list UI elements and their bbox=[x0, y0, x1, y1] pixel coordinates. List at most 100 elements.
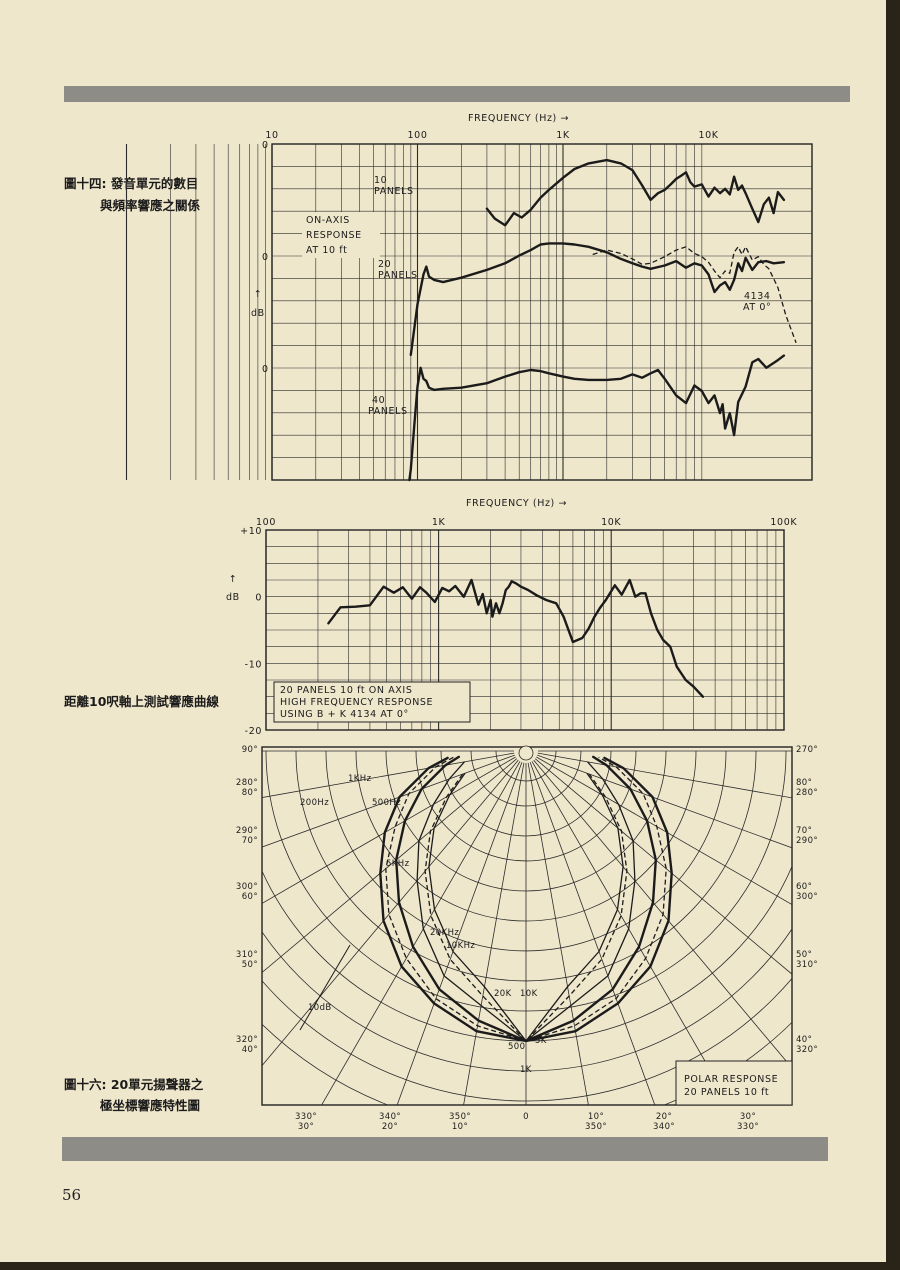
chart1-y-arrow: ↑ bbox=[254, 289, 263, 300]
polar-spoke bbox=[321, 761, 521, 1105]
polar-left-label-5-0: 320° bbox=[236, 1035, 258, 1045]
chart2-y-axis-title: dB bbox=[226, 592, 240, 603]
polar-bottom-label-1-1: 20° bbox=[382, 1122, 398, 1132]
chart2-legend-line3: USING B + K 4134 AT 0° bbox=[280, 709, 409, 720]
polar-left-label-4-1: 50° bbox=[242, 960, 258, 970]
polar-left-label-5-1: 40° bbox=[242, 1045, 258, 1055]
chart1-x-tick-10: 10 bbox=[265, 130, 278, 141]
chart3-left-angle-labels: 90° 280°80° 290°70° 300°60° 310°50° 320°40° bbox=[236, 745, 258, 1055]
chart2-legend-line1: 20 PANELS 10 ft ON AXIS bbox=[280, 685, 412, 696]
chart2-y-tick-labels: +10 0 -10 -20 bbox=[240, 526, 262, 737]
chart2-x-tick-10K: 10K bbox=[601, 517, 621, 528]
chart1-annotation-line2: RESPONSE bbox=[306, 230, 362, 241]
polar-bottom-label-4-0: 10° bbox=[588, 1112, 604, 1122]
chart3-right-angle-labels: 270° 80°280° 70°290° 60°300° 50°310° 40°320° bbox=[796, 745, 818, 1055]
chart3-legend-line1: POLAR RESPONSE bbox=[684, 1074, 778, 1085]
chart3-legend-line2: 20 PANELS 10 ft bbox=[684, 1087, 769, 1098]
series-label-40-panels-word: PANELS bbox=[368, 406, 408, 417]
chart2-x-tick-100: 100 bbox=[256, 517, 276, 528]
chart3-series bbox=[379, 755, 673, 1043]
polar-bottom-label-0-1: 30° bbox=[298, 1122, 314, 1132]
series-label-20-panels-word: PANELS bbox=[378, 270, 418, 281]
polar-right-label-3-0: 60° bbox=[796, 882, 812, 892]
polar-curve-label-500: 500 bbox=[508, 1042, 525, 1052]
chart1-series-line-10panels bbox=[485, 158, 786, 227]
chart1-x-tick-100: 100 bbox=[408, 130, 428, 141]
chart1-series-labels: 10 PANELS 20 PANELS 4134 AT 0° 40 PANELS bbox=[368, 175, 771, 417]
polar-spoke bbox=[396, 762, 523, 1105]
polar-series-20khz bbox=[428, 772, 624, 1042]
polar-right-label-1-1: 280° bbox=[796, 788, 818, 798]
polar-right-label-2-1: 290° bbox=[796, 836, 818, 846]
polar-bottom-label-6-1: 330° bbox=[737, 1122, 759, 1132]
polar-bottom-label-5-0: 20° bbox=[656, 1112, 672, 1122]
polar-left-label-1-0: 280° bbox=[236, 778, 258, 788]
chart2-series-line bbox=[327, 578, 705, 698]
polar-left-label-2-0: 290° bbox=[236, 826, 258, 836]
polar-bottom-label-5-1: 340° bbox=[653, 1122, 675, 1132]
polar-curve-label-10khz: 10KHz bbox=[446, 941, 475, 951]
polar-curve-label-20k: 20K bbox=[494, 989, 512, 999]
series-label-4134-num: 4134 bbox=[744, 291, 771, 302]
chart2-y-tick-0: 0 bbox=[255, 593, 262, 604]
polar-bottom-label-1-0: 340° bbox=[379, 1112, 401, 1122]
polar-left-label-3-1: 60° bbox=[242, 892, 258, 902]
polar-spoke bbox=[529, 762, 656, 1105]
chart1-annotation-line1: ON-AXIS bbox=[306, 215, 350, 226]
page-paper bbox=[0, 0, 886, 1262]
polar-curve-label-1k: 1K bbox=[520, 1065, 532, 1075]
polar-left-label-1-1: 80° bbox=[242, 788, 258, 798]
chart1-y-axis-title: dB bbox=[251, 308, 265, 319]
polar-bottom-label-2-1: 10° bbox=[452, 1122, 468, 1132]
chart1-annotation-bg bbox=[302, 212, 380, 258]
series-label-4134-angle: AT 0° bbox=[743, 302, 771, 313]
polar-right-label-5-1: 320° bbox=[796, 1045, 818, 1055]
figure16-caption-line1: 圖十六: 20單元揚聲器之 bbox=[64, 1077, 204, 1092]
chart1-zero-label-0: 0 bbox=[262, 140, 269, 151]
polar-spoke bbox=[533, 759, 792, 1069]
chart1-x-tick-1K: 1K bbox=[556, 130, 570, 141]
polar-right-label-4-0: 50° bbox=[796, 950, 812, 960]
polar-response-chart: 90°280°80°290°70°300°60°310°50°320°40° 2… bbox=[236, 745, 818, 1132]
high-frequency-response-chart: FREQUENCY (Hz) → 100 1K 10K 100K +10 0 -10 -20… bbox=[226, 498, 797, 737]
polar-bottom-label-2-0: 350° bbox=[449, 1112, 471, 1122]
polar-spoke bbox=[531, 761, 731, 1105]
chart3-curve-labels: 1KHz 200Hz 500Hz 5KHz 20KHz 10KHz 20K 10K 5K 500 1… bbox=[300, 774, 547, 1075]
polar-series-lines bbox=[379, 755, 673, 1043]
chart2-frame bbox=[265, 529, 785, 731]
polar-spoke bbox=[262, 756, 516, 904]
chart2-x-axis-title: FREQUENCY (Hz) → bbox=[466, 498, 567, 509]
polar-curve-label-500hz: 500Hz bbox=[372, 798, 401, 808]
polar-spoke bbox=[262, 758, 518, 974]
chart3-legend: POLAR RESPONSE 20 PANELS 10 ft bbox=[675, 1060, 793, 1106]
chart2-y-tick-plus10: +10 bbox=[240, 526, 262, 537]
chart1-x-tick-10K: 10K bbox=[698, 130, 718, 141]
figure14-caption-line2: 與頻率響應之關係 bbox=[100, 198, 201, 213]
polar-curve-label-200hz: 200Hz bbox=[300, 798, 329, 808]
chart1-zero-labels: 0 0 0 bbox=[262, 140, 269, 375]
polar-left-label-0-0: 90° bbox=[242, 745, 258, 755]
chart1-zero-label-2: 0 bbox=[262, 364, 269, 375]
series-label-20-panels-num: 20 bbox=[378, 259, 391, 270]
polar-curve-label-5khz: 5KHz bbox=[386, 859, 410, 869]
chart1-series-line-40panels bbox=[408, 354, 786, 482]
chart2-x-tick-labels: 100 1K 10K 100K bbox=[256, 517, 797, 528]
polar-spoke bbox=[262, 759, 519, 1067]
polar-curve-label-1khz: 1KHz bbox=[348, 774, 372, 784]
frequency-response-panels-chart: FREQUENCY (Hz) → 10 100 1K 10K 0 0 0 ↑ dB ON-… bbox=[125, 113, 813, 482]
polar-bottom-label-0-0: 330° bbox=[295, 1112, 317, 1122]
chart2-legend: 20 PANELS 10 ft ON AXIS HIGH FREQUENCY R… bbox=[273, 681, 471, 723]
chart1-x-axis-title: FREQUENCY (Hz) → bbox=[468, 113, 569, 124]
chart2-y-tick-minus10: -10 bbox=[245, 659, 262, 670]
chart1-x-tick-labels: 10 100 1K 10K bbox=[265, 130, 718, 141]
top-decorative-band bbox=[64, 86, 850, 102]
polar-curve-label-5k: 5K bbox=[535, 1036, 547, 1046]
chart3-bottom-angle-labels: 330°30°340°20°350°10°0 10°350°20°340°30°3… bbox=[295, 1112, 759, 1132]
chart2-x-tick-100K: 100K bbox=[770, 517, 797, 528]
polar-left-label-3-0: 300° bbox=[236, 882, 258, 892]
chart2-x-tick-1K: 1K bbox=[432, 517, 446, 528]
series-label-40-panels-num: 40 bbox=[372, 395, 385, 406]
polar-right-label-5-0: 40° bbox=[796, 1035, 812, 1045]
scale-marker-label: 10dB bbox=[308, 1003, 332, 1013]
